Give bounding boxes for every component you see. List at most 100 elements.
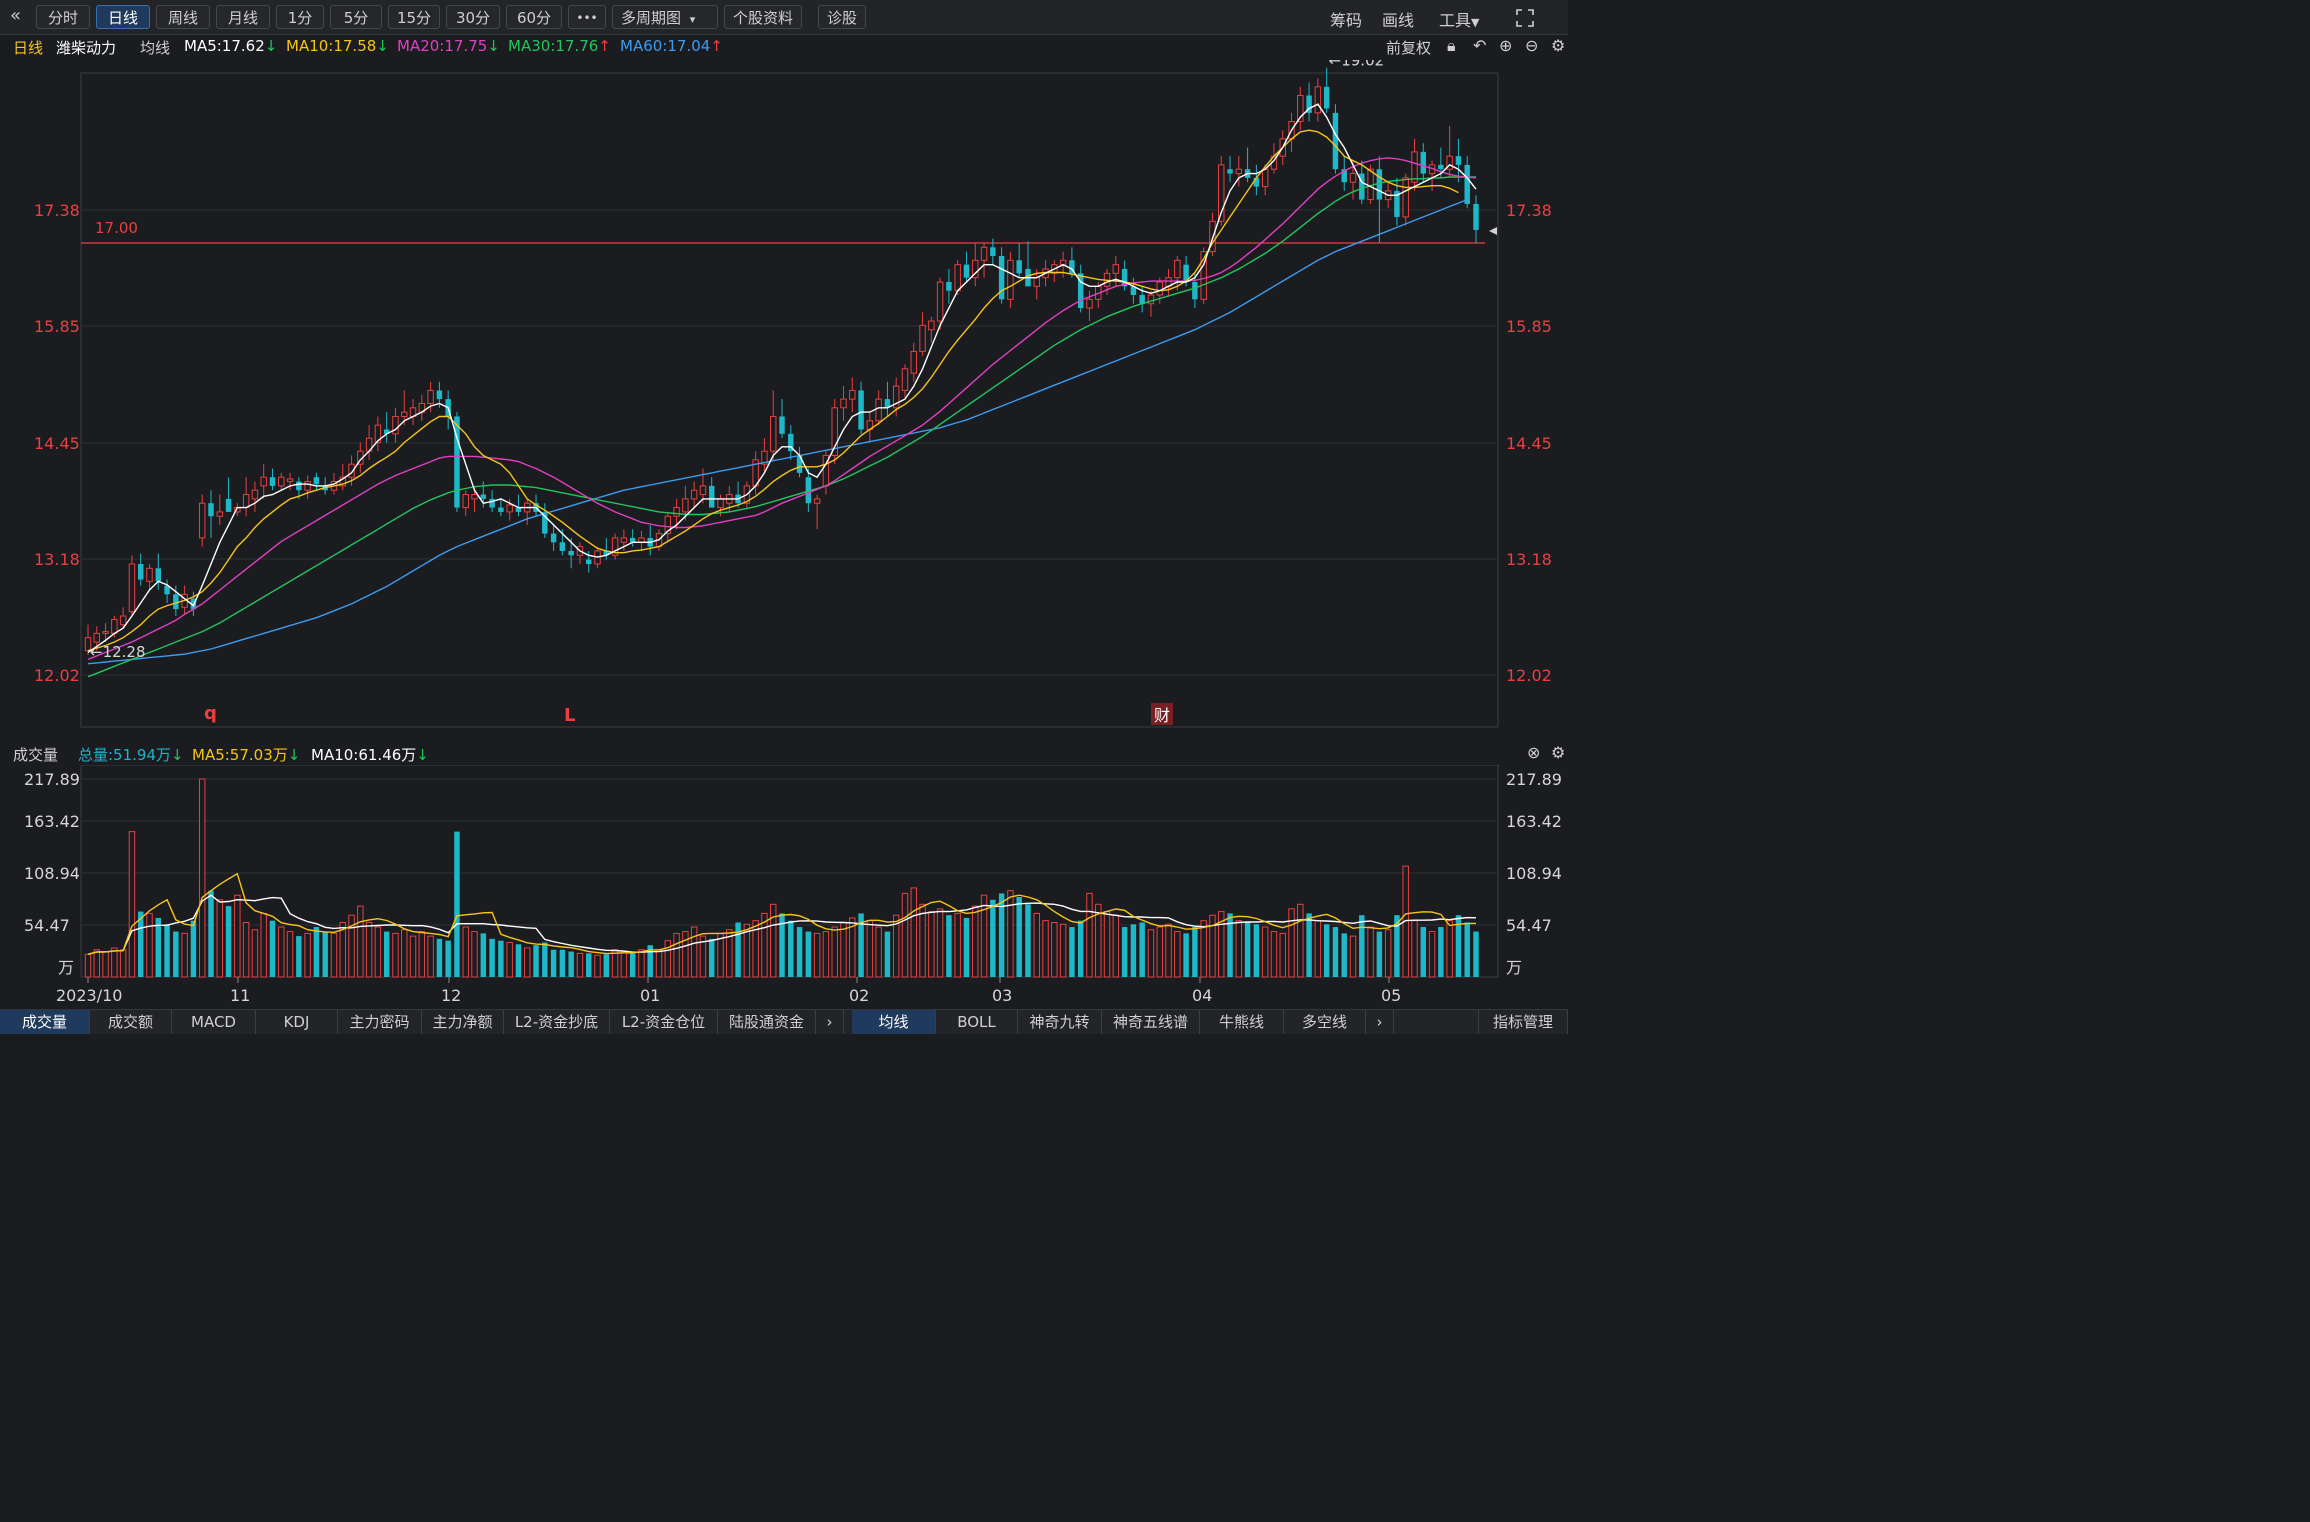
earnings-marker: 财 [1154, 706, 1170, 725]
candle-body [1261, 168, 1269, 188]
candle [813, 494, 821, 530]
volume-bar [137, 911, 144, 977]
volume-bar [1384, 929, 1392, 978]
candle [910, 342, 917, 382]
volume-bar [1473, 931, 1479, 977]
stock-info-button[interactable]: 个股资料 [724, 5, 803, 29]
volume-bar [946, 915, 952, 977]
volume-bar [251, 929, 259, 978]
candle-body [1253, 177, 1260, 187]
tab-ma[interactable]: 均线 [852, 1010, 936, 1034]
tab-boll[interactable]: BOLL [936, 1010, 1018, 1034]
tab-hk-connect[interactable]: 陆股通资金 [718, 1010, 816, 1034]
adjust-dropdown[interactable]: 前复权 [1386, 39, 1432, 57]
volume-bar [208, 890, 214, 977]
candle [1420, 143, 1427, 183]
settings-icon[interactable]: ⚙ [1551, 36, 1566, 55]
undo-icon[interactable]: ↶ [1473, 36, 1487, 55]
tools-dropdown[interactable]: 工具▼ [1439, 7, 1479, 31]
candle-body [586, 559, 592, 564]
volume-bar [498, 940, 504, 977]
chevron-right-icon[interactable]: › [816, 1010, 844, 1034]
tab-l2-bottom[interactable]: L2-资金抄底 [504, 1010, 610, 1034]
candle-body [936, 281, 944, 322]
candle-body [1183, 264, 1189, 283]
volume-bar [1261, 926, 1269, 978]
back-icon[interactable]: « [10, 5, 22, 26]
volume-bar [1051, 921, 1058, 978]
candle-body [286, 478, 294, 483]
y-tick-label-right: 17.38 [1506, 201, 1552, 220]
volume-bar [1209, 914, 1216, 978]
candle-body [383, 429, 390, 434]
tab-macd[interactable]: MACD [172, 1010, 256, 1034]
candle-body [813, 498, 821, 504]
zoom-out-icon[interactable]: ⊖ [1525, 36, 1539, 55]
tab-long-short[interactable]: 多空线 [1284, 1010, 1366, 1034]
volume-chart[interactable]: 217.89 217.89 163.42 163.42 108.94 108.94 54.4… [0, 765, 1568, 1009]
candle-body [1446, 155, 1453, 170]
candle [119, 607, 127, 630]
expand-icon[interactable] [1515, 8, 1535, 28]
chevron-right-icon[interactable]: › [1366, 1010, 1394, 1034]
period-tab-1[interactable]: 日线 [96, 5, 150, 29]
volume-bar [576, 952, 584, 978]
candle-body [1192, 282, 1198, 300]
candlestick-chart[interactable]: 17.38 17.38 15.85 15.85 14.45 14.45 13.18 13.18… [0, 60, 1568, 740]
tab-magic-nine[interactable]: 神奇九转 [1018, 1010, 1102, 1034]
candle-body [471, 494, 478, 500]
candle [1227, 156, 1233, 183]
candle-body [788, 433, 794, 452]
candle [498, 498, 504, 517]
zoom-in-icon[interactable]: ⊕ [1499, 36, 1513, 55]
candle-body [111, 618, 118, 634]
period-tab-7[interactable]: 30分 [446, 5, 500, 29]
candle [1402, 173, 1409, 226]
volume-bar [813, 932, 821, 978]
volume-bar [1218, 911, 1225, 978]
draw-line-button[interactable]: 画线 [1382, 11, 1415, 30]
candle [1192, 273, 1198, 309]
period-tab-5[interactable]: 5分 [330, 5, 382, 29]
x-tick-label: 2023/10 [56, 986, 122, 1005]
tab-turnover[interactable]: 成交额 [90, 1010, 172, 1034]
y-tick-label-left: 17.38 [34, 201, 80, 220]
candle-body [1376, 169, 1383, 200]
indicator-manage-button[interactable]: 指标管理 [1478, 1010, 1568, 1034]
tab-volume[interactable]: 成交量 [0, 1010, 90, 1034]
candle [936, 277, 944, 330]
chips-button[interactable]: 筹码 [1330, 11, 1363, 30]
high-annotation: ←19.02 [1329, 60, 1385, 70]
close-icon[interactable]: ⊗ [1527, 743, 1541, 762]
settings-icon[interactable]: ⚙ [1551, 743, 1566, 762]
volume-bar [849, 917, 856, 978]
tab-main-code[interactable]: 主力密码 [338, 1010, 422, 1034]
lock-icon[interactable]: 🔒︎ [1447, 36, 1456, 55]
candle-body [216, 511, 223, 517]
period-tab-8[interactable]: 60分 [506, 5, 562, 29]
candle-body [1367, 168, 1374, 201]
volume-bar [357, 905, 364, 978]
period-tab-4[interactable]: 1分 [276, 5, 324, 29]
candle [1376, 156, 1383, 243]
tab-bull-bear[interactable]: 牛熊线 [1200, 1010, 1284, 1034]
period-tab-2[interactable]: 周线 [156, 5, 210, 29]
volume-bar [699, 935, 707, 978]
volume-bar [1121, 927, 1128, 977]
tab-magic-five[interactable]: 神奇五线谱 [1102, 1010, 1200, 1034]
ma-label: 均线 [140, 39, 171, 57]
more-button[interactable]: ••• [568, 5, 606, 29]
period-tab-6[interactable]: 15分 [388, 5, 440, 29]
tab-kdj[interactable]: KDJ [256, 1010, 338, 1034]
period-tab-0[interactable]: 分时 [36, 5, 90, 29]
tab-l2-position[interactable]: L2-资金仓位 [610, 1010, 718, 1034]
diagnose-button[interactable]: 诊股 [818, 5, 867, 29]
volume-bar [1156, 926, 1163, 978]
candle-body [796, 455, 803, 473]
candle [1455, 138, 1462, 183]
tab-main-net[interactable]: 主力净额 [422, 1010, 504, 1034]
volume-bar [769, 903, 777, 978]
candle [1297, 86, 1304, 131]
period-tab-3[interactable]: 月线 [216, 5, 270, 29]
multi-period-dropdown[interactable]: 多周期图 ▾ [612, 5, 718, 29]
